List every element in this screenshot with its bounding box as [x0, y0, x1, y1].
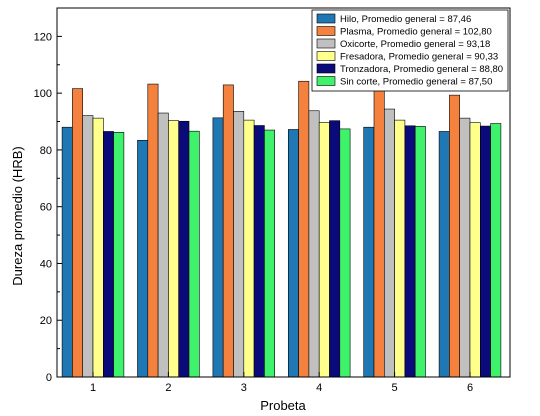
- bar-series-5-probeta-6: [479, 125, 491, 378]
- bar-series-3-probeta-6: [459, 117, 471, 378]
- legend-label-5: Tronzadora, Promedio general = 88,80: [340, 64, 503, 75]
- bar-series-3-probeta-4: [308, 110, 320, 378]
- bar-series-5-probeta-2: [178, 120, 190, 378]
- y-tick-label-120: 120: [34, 31, 52, 43]
- x-tick-label-4: 4: [316, 382, 322, 394]
- bar-series-1-probeta-4: [287, 129, 299, 378]
- bar-series-3-probeta-3: [233, 111, 245, 378]
- bar-series-1-probeta-3: [212, 117, 224, 378]
- y-tick-label-20: 20: [40, 315, 52, 327]
- bar-series-3-probeta-2: [157, 112, 169, 378]
- bar-series-2-probeta-1: [72, 88, 84, 378]
- legend-box: [311, 9, 509, 92]
- bar-series-3-probeta-1: [82, 115, 94, 378]
- legend-swatch-2: [316, 26, 336, 36]
- bar-series-2-probeta-3: [222, 84, 234, 378]
- bar-series-3-probeta-5: [383, 108, 395, 378]
- bar-series-2-probeta-6: [449, 94, 460, 378]
- legend-swatch-5: [316, 63, 336, 74]
- bar-series-4-probeta-2: [168, 120, 179, 378]
- y-tick-label-0: 0: [46, 372, 52, 384]
- legend-label-3: Oxicorte, Promedio general = 93,18: [340, 39, 490, 50]
- bar-series-1-probeta-6: [438, 131, 450, 378]
- axes-group: 0 20 40 60 80 100 120 1 2 3 4 5 6: [34, 7, 511, 394]
- bar-series-4-probeta-5: [394, 119, 406, 378]
- bar-series-5-probeta-1: [103, 131, 114, 378]
- bar-series-1-probeta-1: [61, 126, 73, 378]
- plot-frame: [56, 7, 511, 378]
- bar-series-1-probeta-2: [137, 139, 149, 378]
- bar-series-2-probeta-4: [298, 80, 310, 378]
- y-axis-title: Dureza promedio (HRB): [10, 146, 25, 285]
- y-tick-label-80: 80: [40, 145, 52, 157]
- x-tick-label-1: 1: [90, 382, 96, 394]
- bar-series-4-probeta-1: [92, 117, 104, 378]
- bar-series-4-probeta-4: [318, 122, 330, 378]
- bar-series-2-probeta-2: [147, 83, 159, 378]
- bar-series-6-probeta-3: [264, 129, 275, 378]
- x-tick-label-5: 5: [392, 382, 398, 394]
- legend-swatch-3: [316, 38, 336, 49]
- legend-label-2: Plasma, Promedio general = 102,80: [340, 27, 492, 38]
- legend-swatch-1: [316, 13, 336, 24]
- legend-swatch-4: [316, 51, 336, 61]
- y-tick-label-100: 100: [34, 88, 52, 100]
- bar-series-6-probeta-1: [113, 132, 125, 378]
- bar-series-5-probeta-4: [329, 120, 341, 378]
- bar-series-5-probeta-5: [404, 125, 416, 378]
- legend: Hilo, Promedio general = 87,46 Plasma, Pr…: [311, 9, 509, 92]
- legend-label-4: Fresadora, Promedio general = 90,33: [340, 52, 498, 63]
- bar-series-6-probeta-2: [188, 130, 200, 378]
- bar-series-1-probeta-5: [363, 126, 375, 378]
- bar-series-2-probeta-5: [373, 77, 385, 378]
- bar-series-6-probeta-4: [339, 128, 351, 378]
- legend-swatch-6: [316, 76, 336, 86]
- x-tick-label-2: 2: [165, 382, 171, 394]
- x-tick-label-3: 3: [241, 382, 247, 394]
- bar-series-4-probeta-6: [469, 122, 481, 378]
- x-axis-title: Probeta: [260, 398, 306, 413]
- bar-series-6-probeta-6: [490, 123, 502, 378]
- bar-series-6-probeta-5: [414, 126, 426, 378]
- y-tick-label-60: 60: [40, 202, 52, 214]
- y-tick-label-40: 40: [40, 258, 52, 270]
- bar-series-4-probeta-3: [243, 119, 255, 378]
- legend-label-1: Hilo, Promedio general = 87,46: [340, 14, 471, 25]
- legend-label-6: Sin corte, Promedio general = 87,50: [340, 77, 492, 88]
- x-tick-label-6: 6: [467, 382, 473, 394]
- bar-series-5-probeta-3: [253, 125, 265, 378]
